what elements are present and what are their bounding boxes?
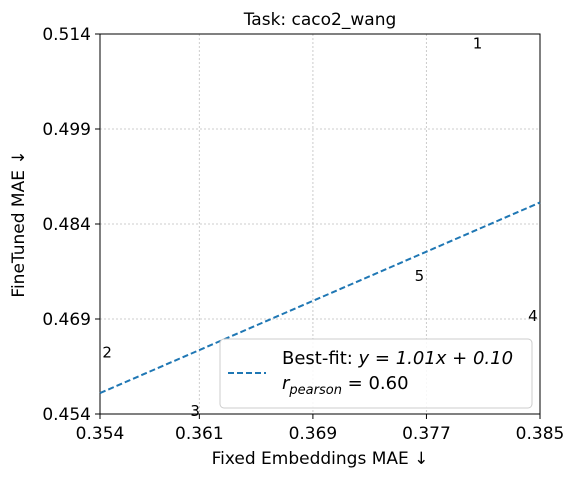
x-tick-label: 0.354	[76, 424, 125, 444]
x-axis-title: Fixed Embeddings MAE ↓	[212, 449, 429, 469]
x-tick-label: 0.369	[289, 424, 338, 444]
y-tick-label: 0.469	[42, 310, 91, 330]
best-fit-line	[99, 201, 541, 395]
y-tick-label: 0.454	[42, 405, 91, 425]
y-tick-label: 0.484	[42, 215, 91, 235]
y-axis-ticks: 0.454 0.469 0.484 0.499 0.514	[42, 25, 100, 425]
y-tick-label: 0.514	[42, 25, 91, 45]
x-tick-label: 0.385	[516, 424, 565, 444]
legend-line1-equation: y = 1.01x + 0.10	[358, 348, 514, 369]
legend: Best-fit: y = 1.01x + 0.10 rpearson = 0.…	[219, 338, 533, 409]
legend-line2: rpearson = 0.60	[282, 373, 409, 398]
point-label-5: 5	[415, 267, 425, 285]
y-axis-title: FineTuned MAE ↓	[9, 150, 29, 297]
x-axis-ticks: 0.354 0.361 0.369 0.377 0.385	[76, 414, 565, 444]
x-tick-label: 0.377	[402, 424, 451, 444]
point-label-1: 1	[473, 35, 483, 53]
legend-r-subscript: pearson	[288, 383, 342, 398]
legend-line1: Best-fit: y = 1.01x + 0.10	[282, 348, 513, 369]
x-tick-label: 0.361	[175, 424, 224, 444]
legend-r-value: = 0.60	[342, 373, 409, 394]
point-label-3: 3	[190, 402, 200, 420]
point-label-4: 4	[528, 307, 538, 325]
point-label-2: 2	[102, 344, 112, 362]
legend-line1-prefix: Best-fit:	[282, 348, 359, 369]
chart-title: Task: caco2_wang	[243, 10, 397, 30]
legend-r-symbol: r	[282, 373, 291, 394]
legend-box	[219, 338, 533, 409]
point-labels: 1 2 3 4 5	[102, 35, 537, 420]
y-tick-label: 0.499	[42, 120, 91, 140]
